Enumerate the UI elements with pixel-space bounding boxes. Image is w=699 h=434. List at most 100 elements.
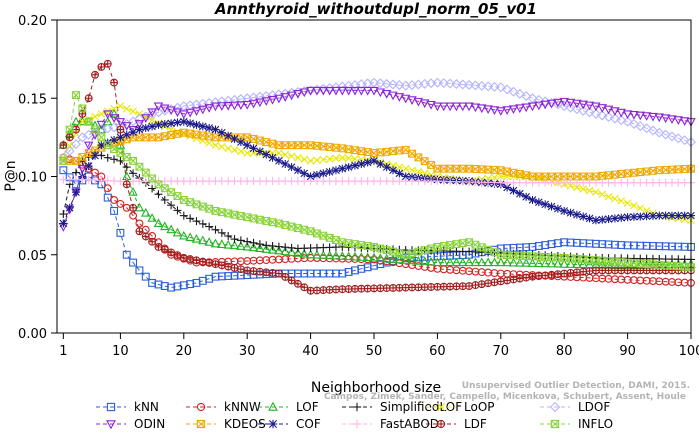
data-point (604, 266, 613, 275)
data-point (584, 101, 595, 111)
data-point (299, 88, 309, 98)
data-point (497, 172, 505, 181)
data-point (173, 251, 182, 260)
data-point (287, 222, 296, 231)
data-point (337, 86, 348, 96)
data-point (660, 114, 671, 124)
data-point (305, 86, 316, 96)
data-point (655, 211, 664, 220)
data-point (471, 240, 480, 249)
data-point (128, 186, 138, 196)
data-point (192, 200, 201, 209)
data-point (84, 115, 93, 123)
data-point (294, 153, 302, 162)
x-tick-label: 80 (556, 344, 573, 359)
data-point (630, 201, 638, 210)
data-point (673, 133, 684, 144)
data-point (350, 251, 360, 261)
data-point (591, 102, 601, 112)
data-point (446, 282, 455, 291)
data-point (293, 90, 303, 99)
data-point (210, 102, 221, 112)
data-point (167, 201, 176, 210)
data-point (160, 120, 169, 129)
x-tick-label: 60 (429, 344, 446, 359)
data-point (470, 80, 481, 91)
x-tick-label: 50 (366, 344, 383, 359)
data-point (515, 257, 525, 267)
data-point (306, 286, 315, 295)
data-point (559, 258, 569, 268)
data-point (401, 283, 410, 292)
data-point (116, 133, 125, 142)
data-point (293, 279, 302, 288)
data-point (370, 284, 378, 293)
data-point (363, 284, 372, 293)
data-point (408, 166, 416, 175)
data-point (414, 153, 423, 162)
data-point (407, 255, 417, 265)
data-point (553, 270, 562, 279)
legend-item-fastabod: FastABOD (342, 417, 439, 431)
data-point (641, 123, 652, 134)
data-point (293, 224, 302, 233)
data-point (325, 285, 334, 294)
data-point (84, 94, 93, 103)
data-point (623, 199, 632, 207)
data-point (306, 172, 315, 181)
data-point (642, 206, 651, 215)
data-point (622, 116, 633, 127)
data-point (439, 282, 448, 291)
data-point (591, 266, 600, 275)
data-point (71, 116, 81, 126)
chart-title: Annthyroid_withoutdupl_norm_05_v01 (214, 0, 537, 18)
data-point (210, 238, 221, 248)
data-point (350, 86, 360, 96)
data-point (236, 236, 245, 245)
data-point (255, 136, 264, 145)
data-point (211, 141, 220, 149)
data-point (381, 78, 392, 89)
data-point (173, 192, 182, 201)
data-point (502, 106, 512, 115)
data-point (559, 101, 570, 112)
data-point (312, 229, 321, 238)
data-point (166, 106, 176, 116)
x-tick-label: 90 (619, 344, 636, 359)
data-point (395, 283, 404, 292)
data-point (680, 211, 689, 220)
data-point (623, 266, 632, 275)
legend-item-lof: LOF (258, 400, 319, 414)
data-point (160, 282, 169, 290)
data-point (541, 252, 550, 261)
data-point (382, 163, 391, 172)
y-tick-label: 0.00 (18, 327, 47, 342)
data-point (401, 164, 410, 173)
data-point (287, 276, 296, 285)
data-point (249, 144, 258, 153)
data-point (389, 283, 397, 292)
data-point (205, 222, 214, 231)
data-point (135, 162, 144, 171)
data-point (205, 258, 214, 267)
legend-label: INFLO (578, 417, 613, 431)
data-point (186, 255, 195, 264)
data-point (65, 203, 74, 212)
data-point (648, 211, 657, 220)
data-point (103, 59, 112, 68)
data-point (192, 256, 201, 265)
data-point (268, 241, 277, 250)
data-point (439, 164, 448, 173)
data-point (198, 257, 207, 266)
data-point (110, 78, 119, 87)
data-point (204, 237, 214, 246)
data-point (154, 190, 163, 199)
data-point (611, 194, 619, 203)
data-point (192, 120, 201, 129)
data-point (267, 95, 278, 105)
data-point (172, 108, 183, 118)
data-point (325, 233, 334, 242)
x-tick-label: 70 (493, 344, 510, 359)
data-point (153, 218, 164, 227)
data-point (286, 91, 297, 101)
